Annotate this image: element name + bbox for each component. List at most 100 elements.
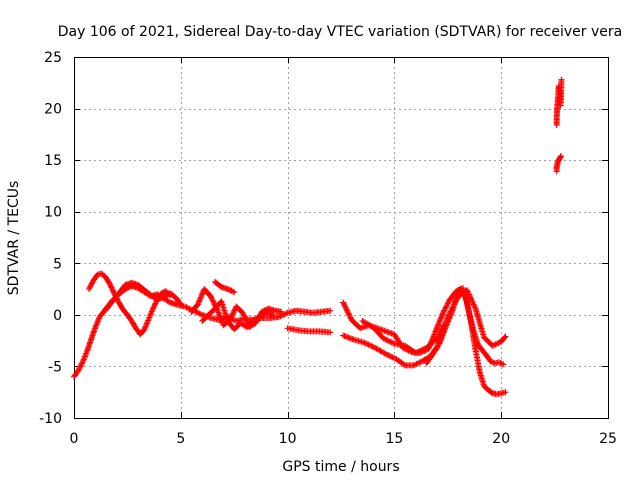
data-point-marker	[86, 284, 93, 291]
data-point-marker	[418, 347, 425, 354]
data-point-marker	[207, 293, 214, 300]
data-point-marker	[198, 293, 205, 300]
data-point-marker	[366, 342, 373, 349]
data-point-marker	[216, 312, 223, 319]
data-point-marker	[278, 312, 285, 319]
x-tick-label: 0	[70, 431, 79, 447]
data-point-marker	[451, 301, 458, 308]
data-point-marker	[437, 317, 443, 324]
data-point-marker	[277, 313, 284, 320]
data-point-marker	[183, 304, 190, 311]
y-tick-label: -10	[39, 411, 62, 427]
data-point-marker	[88, 280, 95, 287]
data-point-marker	[471, 302, 478, 309]
data-point-marker	[86, 286, 92, 293]
data-point-marker	[502, 389, 509, 396]
data-point-marker	[413, 361, 420, 367]
data-point-marker	[184, 305, 191, 311]
data-point-marker	[228, 313, 235, 319]
y-tick-label: 0	[53, 308, 62, 324]
data-point-marker	[217, 315, 224, 322]
y-tick-label: 15	[44, 153, 62, 169]
data-point-marker	[107, 283, 114, 290]
data-series-sdtvar	[71, 76, 565, 398]
data-point-marker	[466, 292, 473, 299]
data-point-marker	[502, 333, 509, 340]
data-point-marker	[449, 305, 456, 312]
data-point-marker	[361, 339, 368, 346]
data-point-marker	[208, 294, 215, 301]
plot-frame	[74, 57, 609, 419]
data-point-marker	[176, 300, 183, 307]
data-point-marker	[230, 310, 237, 317]
data-point-marker	[251, 316, 258, 323]
data-point-marker	[110, 288, 117, 295]
y-tick-label: -5	[48, 359, 62, 375]
data-point-marker	[444, 301, 451, 308]
data-point-marker	[276, 313, 283, 320]
data-point-marker	[364, 341, 371, 347]
data-point-marker	[390, 354, 397, 361]
data-point-marker	[281, 311, 288, 318]
data-point-marker	[341, 302, 348, 309]
data-point-marker	[196, 310, 203, 317]
data-point-marker	[243, 318, 250, 325]
data-point-marker	[500, 361, 507, 368]
data-point-marker	[78, 360, 85, 367]
data-point-marker	[210, 300, 217, 306]
data-point-marker	[362, 340, 369, 347]
data-point-marker	[435, 320, 442, 326]
data-point-marker	[415, 348, 422, 355]
x-tick-label: 5	[176, 431, 185, 447]
data-point-marker	[442, 306, 448, 312]
data-point-marker	[76, 364, 83, 371]
data-point-marker	[434, 322, 441, 329]
y-tick-label: 20	[44, 102, 62, 118]
data-point-marker	[94, 318, 101, 325]
data-point-marker	[438, 314, 445, 321]
data-point-marker	[194, 309, 201, 316]
data-point-marker	[142, 324, 149, 331]
data-point-marker	[150, 304, 157, 311]
data-point-marker	[345, 310, 352, 317]
data-point-marker	[210, 298, 217, 305]
data-point-marker	[231, 307, 238, 314]
data-point-marker	[365, 341, 372, 348]
x-tick-label: 25	[599, 431, 617, 447]
data-point-marker	[340, 299, 347, 306]
x-tick-labels: 0 5 10 15 20 25	[70, 431, 617, 447]
data-point-marker	[419, 346, 426, 353]
y-tick-label: 10	[44, 205, 62, 221]
data-point-marker	[165, 298, 172, 305]
data-point-marker	[199, 290, 206, 297]
data-point-marker	[435, 340, 442, 347]
data-point-marker	[197, 294, 204, 301]
data-point-marker	[327, 329, 334, 336]
data-point-marker	[215, 309, 222, 316]
y-tick-label: 5	[53, 256, 62, 272]
data-point-marker	[388, 353, 395, 360]
data-point-marker	[496, 359, 503, 366]
data-point-marker	[197, 295, 204, 302]
data-point-marker	[388, 339, 395, 346]
data-point-marker	[195, 300, 202, 307]
data-point-marker	[470, 301, 477, 308]
data-point-marker	[147, 313, 153, 319]
data-point-marker	[414, 349, 421, 356]
data-point-marker	[491, 342, 498, 349]
data-point-marker	[228, 287, 235, 294]
data-point-marker	[370, 344, 377, 351]
data-point-marker	[344, 308, 351, 315]
data-point-marker	[241, 312, 247, 319]
data-point-marker	[435, 321, 442, 328]
data-point-marker	[75, 367, 82, 374]
data-point-marker	[87, 283, 94, 290]
data-point-marker	[412, 350, 419, 356]
data-point-marker	[80, 357, 87, 364]
data-point-marker	[239, 309, 246, 316]
data-point-marker	[443, 303, 450, 310]
data-point-marker	[468, 297, 475, 304]
data-point-marker	[177, 301, 184, 308]
data-point-marker	[487, 358, 494, 365]
